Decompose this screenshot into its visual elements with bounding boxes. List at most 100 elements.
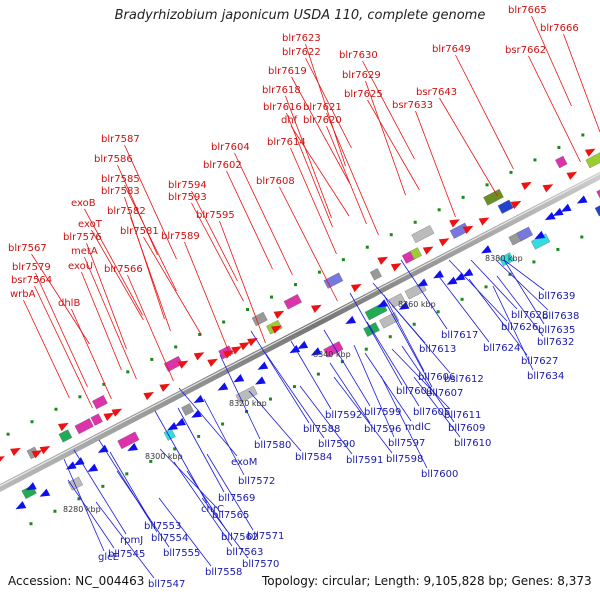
genome-backbone: [0, 171, 600, 492]
top-label-30: exoT: [78, 219, 103, 230]
top-leader-line-8: [365, 80, 406, 196]
gc-marker: [461, 195, 465, 199]
bottom-leader-line-36: [109, 451, 151, 521]
top-leader-line-9: [285, 95, 332, 219]
gc-marker: [485, 183, 489, 187]
accession-text: Accession: NC_004463: [8, 574, 145, 588]
top-strand-gene-arrow: [177, 360, 189, 369]
bottom-leader-line-33: [177, 407, 225, 493]
gc-marker: [533, 158, 537, 162]
gc-marker: [126, 370, 130, 374]
bottom-strand-gene-arrow: [534, 230, 546, 240]
bottom-leader-line-0: [503, 259, 545, 291]
top-label-27: exoB: [71, 198, 96, 209]
bottom-leader-line-46: [158, 497, 212, 567]
top-leader-line-37: [127, 274, 174, 382]
gc-marker: [316, 372, 320, 376]
bottom-label-32: bll7572: [238, 476, 275, 487]
top-strand-gene-arrow: [449, 219, 460, 228]
top-label-1: blr7666: [540, 23, 579, 34]
bottom-strand-gene-arrow: [87, 463, 99, 472]
bottom-strand-gene-box: [596, 187, 600, 200]
top-strand-gene-arrow: [478, 217, 490, 226]
gc-marker: [556, 247, 560, 251]
top-label-20: blr7586: [94, 154, 133, 165]
bottom-strand-gene-arrow: [257, 361, 269, 370]
bottom-label-7: bll7627: [521, 356, 558, 367]
bottom-label-31: exoM: [231, 457, 257, 468]
top-strand-gene-arrow: [159, 383, 171, 392]
bottom-leader-line-25: [413, 376, 461, 438]
gc-marker: [174, 345, 178, 349]
top-leader-line-41: [23, 299, 70, 399]
top-label-7: blr7619: [268, 66, 307, 77]
bottom-leader-line-5: [496, 275, 544, 337]
gc-marker: [150, 357, 154, 361]
top-strand-gene-box: [483, 188, 504, 206]
bottom-leader-line-32: [203, 398, 245, 476]
bottom-leader-line-43: [173, 461, 233, 547]
top-strand-gene-arrow: [521, 181, 532, 191]
top-strand-gene-arrow: [193, 352, 205, 361]
top-label-3: blr7649: [432, 44, 471, 55]
bottom-strand-gene-arrow: [167, 422, 178, 431]
top-label-23: blr7608: [256, 176, 295, 187]
top-label-21: blr7602: [203, 160, 242, 171]
top-leader-line-19: [234, 152, 293, 276]
top-strand-gene-arrow: [566, 171, 578, 180]
top-strand-gene-arrow: [350, 283, 362, 293]
bottom-strand-gene-arrow: [175, 417, 186, 427]
bottom-leader-line-13: [385, 302, 433, 388]
top-label-39: bsr7564: [11, 275, 52, 286]
bottom-label-29: bll7600: [421, 469, 458, 480]
bottom-strand-gene-arrow: [97, 444, 109, 453]
gc-marker: [532, 260, 536, 264]
top-leader-line-16: [326, 125, 367, 225]
bottom-strand-gene-box: [379, 312, 400, 329]
gc-marker: [508, 272, 512, 276]
gc-marker: [413, 220, 417, 224]
bottom-strand-gene-box: [516, 226, 533, 242]
top-leader-line-15: [290, 125, 350, 217]
bottom-leader-line-30: [248, 390, 302, 452]
bottom-strand-gene-arrow: [433, 270, 444, 279]
top-label-17: blr7614: [267, 137, 306, 148]
bottom-leader-line-19: [250, 330, 310, 424]
kbp-label-3: 8340 kbp: [313, 350, 351, 359]
top-strand-gene-arrow: [10, 447, 21, 457]
bottom-strand-gene-arrow: [255, 376, 266, 385]
top-strand-labels: blr7665 blr7666 bsr7662 blr7649 blr7623 blr76…: [8, 5, 579, 309]
bottom-label-3: bll7626: [501, 322, 538, 333]
top-strand-gene-arrow: [422, 246, 434, 255]
gc-marker: [221, 422, 225, 426]
gc-marker: [222, 320, 226, 324]
top-strand-gene-arrow: [207, 358, 218, 367]
top-strand-gene-box: [74, 418, 94, 435]
map-title: Bradyrhizobium japonicum USDA 110, compl…: [114, 8, 486, 23]
top-leader-line-21: [226, 170, 273, 270]
top-strand-gene-arrow: [0, 456, 5, 465]
top-strand-gene-arrow: [510, 200, 522, 210]
gc-marker: [270, 295, 274, 299]
top-leader-line-32: [86, 242, 127, 350]
top-label-37: blr7566: [104, 264, 143, 275]
bottom-label-5: bll7632: [537, 337, 574, 348]
bottom-strand-gene-arrow: [217, 382, 229, 391]
bottom-label-21: mdlC: [405, 422, 431, 433]
top-leader-line-39: [34, 285, 93, 409]
kbp-scale-labels: 8280 kbp 8300 kbp 8320 kbp 8340 kbp 8360 kbp…: [63, 254, 523, 514]
top-leader-line-20: [117, 164, 158, 256]
kbp-label-4: 8360 kbp: [398, 300, 436, 309]
bottom-label-30: bll7584: [295, 452, 332, 463]
bottom-leader-line-38: [73, 449, 127, 535]
bottom-strand-gene-arrow: [233, 374, 245, 383]
bottom-strand-gene-arrow: [193, 394, 205, 403]
top-leader-line-34: [84, 256, 137, 380]
top-label-13: blr7616: [263, 102, 302, 113]
bottom-strand-gene-box: [594, 202, 600, 217]
top-leader-line-25: [191, 190, 238, 282]
bottom-label-41: bll7545: [108, 549, 145, 560]
gc-marker: [341, 258, 345, 262]
gc-marker: [340, 360, 344, 364]
gc-marker: [389, 233, 393, 237]
